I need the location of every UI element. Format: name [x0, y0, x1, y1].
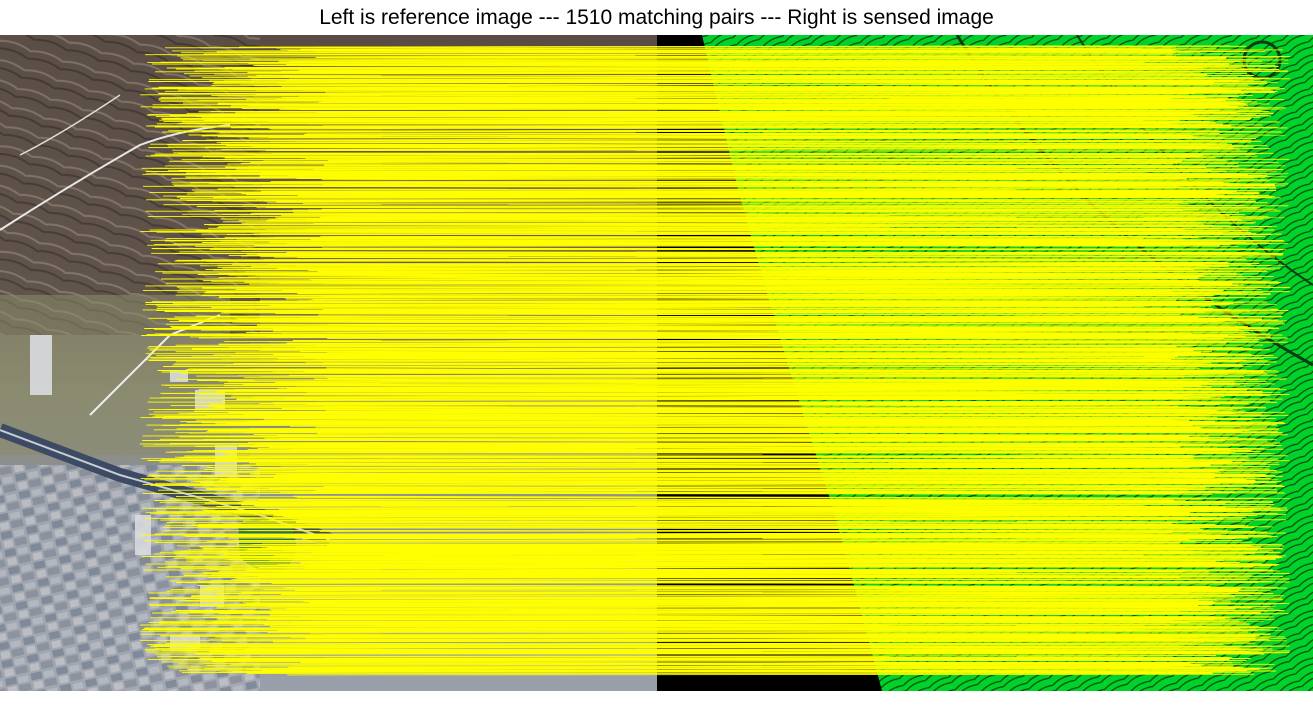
sensed-image: [657, 35, 1313, 691]
sensed-image-panel: [657, 35, 1313, 691]
reference-image-panel: [0, 35, 657, 691]
figure-title: Left is reference image --- 1510 matchin…: [319, 6, 994, 29]
reference-image: [0, 35, 657, 691]
